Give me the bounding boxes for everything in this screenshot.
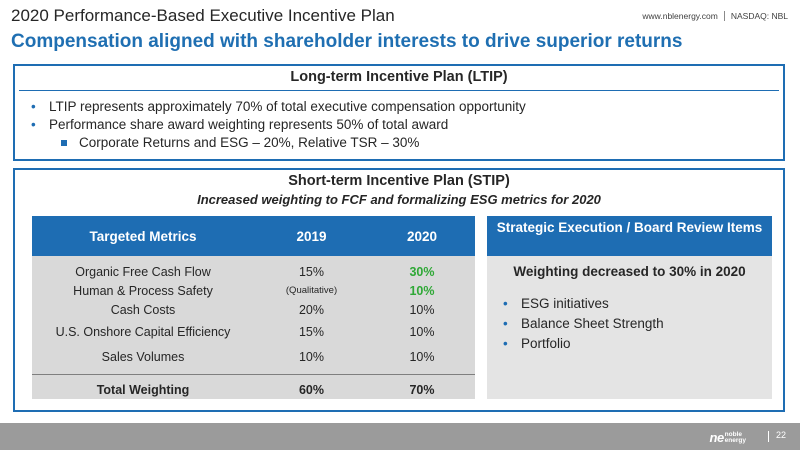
strategic-weighting: Weighting decreased to 30% in 2020 [513,264,746,279]
strategic-box: Strategic Execution / Board Review Items… [487,216,772,399]
highlight-value: 10% [409,283,435,298]
stip-title: Short-term Incentive Plan (STIP) [288,173,510,189]
footer-divider [768,431,769,442]
website-link[interactable]: www.nblenergy.com [642,11,718,21]
list-item: • Portfolio [503,334,772,354]
slide-subtitle: Compensation aligned with shareholder in… [11,31,683,52]
header-divider [723,11,725,21]
column-header-2019: 2019 [296,228,327,244]
highlight-value: 30% [409,264,435,279]
stip-panel: Short-term Incentive Plan (STIP) Increas… [13,168,785,412]
ltip-panel: Long-term Incentive Plan (LTIP) • LTIP re… [13,64,785,161]
header-links: www.nblenergy.com NASDAQ: NBL [642,11,788,21]
bullet-dot-icon: • [503,336,508,351]
ltip-bullet: • Performance share award weighting repre… [31,117,449,132]
bullet-square-icon [61,140,67,146]
logo-wordmark: noble energy [724,430,746,444]
ltip-bullets: • LTIP represents approximately 70% of to… [31,98,783,152]
logo-mark: ne [709,430,725,445]
ticker-label: NASDAQ: NBL [730,11,788,21]
total-row: Total Weighting 60% 70% [96,382,435,397]
bullet-dot-icon: • [31,117,36,132]
ltip-bullet: • LTIP represents approximately 70% of to… [31,99,526,114]
list-item: • ESG initiatives [503,294,772,314]
metrics-table-header: Targeted Metrics 2019 2020 [32,216,475,256]
stip-subtitle: Increased weighting to FCF and formalizi… [197,192,601,207]
noble-energy-logo: ne noble energy [710,430,747,445]
strategic-bullets: • ESG initiatives • Balance Sheet Strength… [503,294,772,354]
table-row: Sales Volumes 10% 10% [101,349,435,364]
list-item: • Balance Sheet Strength [503,314,772,334]
bullet-dot-icon: • [31,99,36,114]
footer-bar: ne noble energy 22 [0,423,800,450]
table-row: Organic Free Cash Flow 15% 30% [32,262,475,281]
strategic-header: Strategic Execution / Board Review Items [487,216,772,256]
column-header-metrics: Targeted Metrics [89,228,197,244]
ltip-divider [19,90,779,91]
column-header-2020: 2020 [406,228,438,244]
bullet-dot-icon: • [503,296,508,311]
total-divider [32,374,475,375]
metrics-table: Targeted Metrics 2019 2020 Organic Free … [32,216,475,399]
table-row: U.S. Onshore Capital Efficiency 15% 10% [55,324,435,339]
table-row: Human & Process Safety (Qualitative) 10% [32,281,475,300]
table-row: Cash Costs 20% 10% [110,302,435,317]
page-number: 22 [775,430,786,440]
slide-title: 2020 Performance-Based Executive Incenti… [11,6,395,25]
ltip-sub-bullet: Corporate Returns and ESG – 20%, Relativ… [61,134,783,152]
bullet-dot-icon: • [503,316,508,331]
ltip-title: Long-term Incentive Plan (LTIP) [290,69,508,85]
